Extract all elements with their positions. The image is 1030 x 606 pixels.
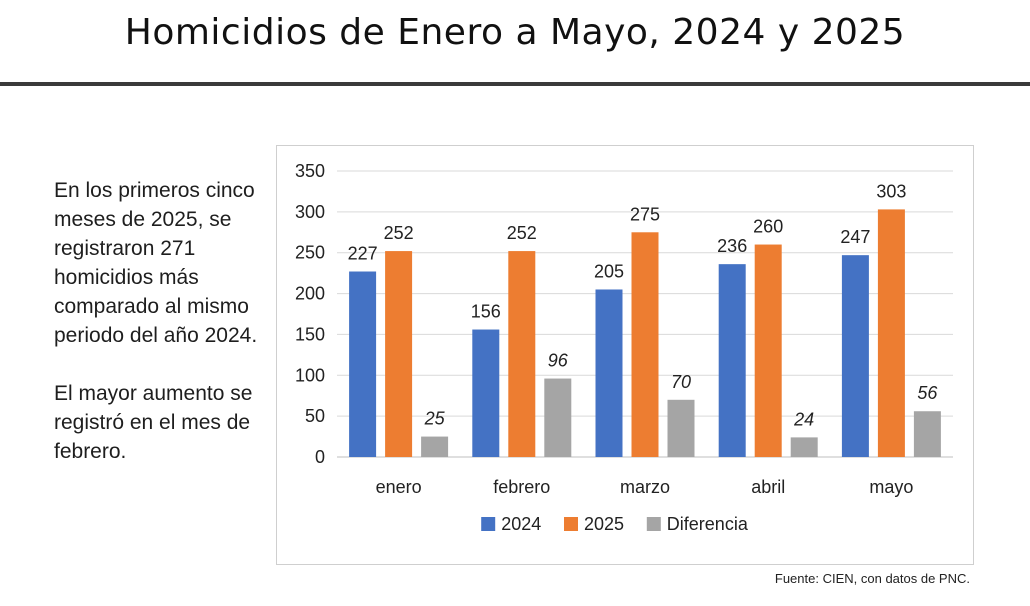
data-label: 236 — [717, 236, 747, 256]
legend-swatch — [481, 517, 496, 531]
bar-2025-mayo — [877, 209, 905, 457]
data-label: 252 — [384, 223, 414, 243]
summary-paragraph-1: En los primeros cinco meses de 2025, se … — [54, 179, 258, 347]
y-tick-label: 300 — [295, 202, 325, 222]
x-tick-label: marzo — [620, 477, 670, 497]
data-label: 205 — [594, 261, 624, 281]
summary-text: En los primeros cinco meses de 2025, se … — [54, 176, 269, 495]
legend-label: 2025 — [584, 514, 624, 534]
x-tick-label: enero — [376, 477, 422, 497]
data-label: 56 — [917, 383, 938, 403]
bar-2025-febrero — [508, 251, 536, 457]
y-tick-label: 250 — [295, 243, 325, 263]
data-label: 260 — [753, 217, 783, 237]
x-tick-label: mayo — [869, 477, 913, 497]
bar-2024-mayo — [841, 255, 869, 457]
summary-paragraph-2: El mayor aumento se registró en el mes d… — [54, 382, 253, 463]
data-label: 70 — [671, 372, 691, 392]
data-label: 227 — [348, 244, 378, 264]
legend-label: 2024 — [501, 514, 541, 534]
y-tick-label: 350 — [295, 161, 325, 181]
data-label: 247 — [840, 227, 870, 247]
data-label: 275 — [630, 204, 660, 224]
data-label: 96 — [548, 351, 569, 371]
bar-diferencia-abril — [790, 437, 818, 457]
x-tick-label: febrero — [493, 477, 550, 497]
y-tick-label: 0 — [315, 447, 325, 467]
y-tick-label: 100 — [295, 365, 325, 385]
bar-diferencia-enero — [421, 436, 449, 457]
chart-container: 0 50 100 150 200 250 300 350 227 252 25 enero 156 252… — [276, 145, 974, 565]
bar-2024-enero — [349, 271, 377, 457]
legend-swatch — [564, 517, 578, 531]
bar-2025-enero — [385, 251, 413, 457]
bar-2025-marzo — [631, 232, 659, 457]
data-label: 303 — [876, 181, 906, 201]
bar-chart: 0 50 100 150 200 250 300 350 227 252 25 enero 156 252… — [295, 161, 953, 534]
y-tick-label: 150 — [295, 324, 325, 344]
title-divider — [0, 82, 1030, 86]
page-title: Homicidios de Enero a Mayo, 2024 y 2025 — [124, 12, 906, 53]
bar-2025-abril — [754, 244, 782, 457]
data-label: 24 — [793, 409, 814, 429]
legend-swatch — [646, 517, 661, 531]
bar-2024-abril — [718, 264, 746, 457]
y-tick-label: 200 — [295, 284, 325, 304]
bar-diferencia-febrero — [544, 378, 572, 457]
bar-2024-marzo — [595, 289, 623, 457]
data-label: 252 — [507, 223, 537, 243]
data-label: 25 — [424, 409, 446, 429]
bar-2024-febrero — [472, 329, 500, 457]
source-note: Fuente: CIEN, con datos de PNC. — [774, 571, 970, 586]
data-label: 156 — [471, 302, 501, 322]
bar-diferencia-marzo — [667, 399, 695, 457]
y-tick-label: 50 — [305, 406, 325, 426]
x-tick-label: abril — [751, 477, 785, 497]
bar-diferencia-mayo — [913, 411, 941, 457]
legend-label: Diferencia — [667, 514, 749, 534]
